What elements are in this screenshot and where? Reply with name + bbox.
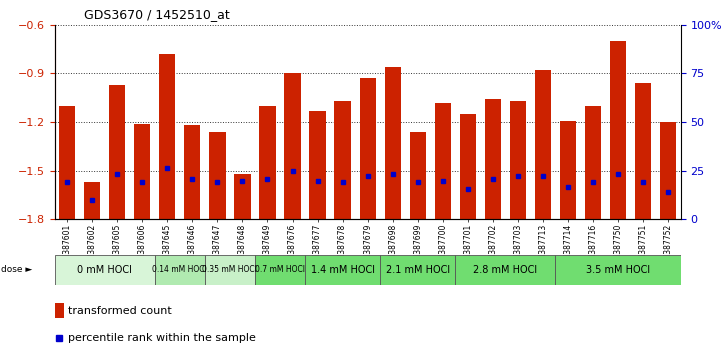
Bar [360,78,376,219]
Bar [59,106,75,219]
Bar [635,83,652,219]
Bar [535,70,551,219]
Bar [55,303,64,318]
Bar [455,255,555,285]
Bar [660,122,676,219]
Text: 1.4 mM HOCl: 1.4 mM HOCl [311,265,375,275]
Text: 2.8 mM HOCl: 2.8 mM HOCl [473,265,537,275]
Bar [560,120,576,219]
Bar [285,73,301,219]
Text: transformed count: transformed count [68,306,172,316]
Bar [209,132,226,219]
Bar [84,182,100,219]
Bar [510,101,526,219]
Text: 0.35 mM HOCl: 0.35 mM HOCl [202,266,257,274]
Text: 0.7 mM HOCl: 0.7 mM HOCl [255,266,305,274]
Bar [610,41,626,219]
Bar [234,174,250,219]
Bar [305,255,380,285]
Bar [384,67,401,219]
Bar [585,106,601,219]
Bar [459,114,476,219]
Text: 0.14 mM HOCl: 0.14 mM HOCl [152,266,207,274]
Bar [485,99,501,219]
Bar [309,111,325,219]
Bar [334,101,351,219]
Bar [184,125,200,219]
Text: 2.1 mM HOCl: 2.1 mM HOCl [386,265,450,275]
Bar [410,132,426,219]
Bar [134,124,151,219]
Bar [109,85,125,219]
Bar [435,103,451,219]
Text: percentile rank within the sample: percentile rank within the sample [68,333,256,343]
Text: GDS3670 / 1452510_at: GDS3670 / 1452510_at [84,8,229,21]
Bar [259,106,276,219]
Bar [380,255,455,285]
Bar [155,255,205,285]
Text: 0 mM HOCl: 0 mM HOCl [77,265,132,275]
Bar [255,255,305,285]
Text: 3.5 mM HOCl: 3.5 mM HOCl [586,265,650,275]
Bar [55,255,155,285]
Bar [555,255,681,285]
Bar [159,54,175,219]
Bar [205,255,255,285]
Text: dose ►: dose ► [1,266,32,274]
